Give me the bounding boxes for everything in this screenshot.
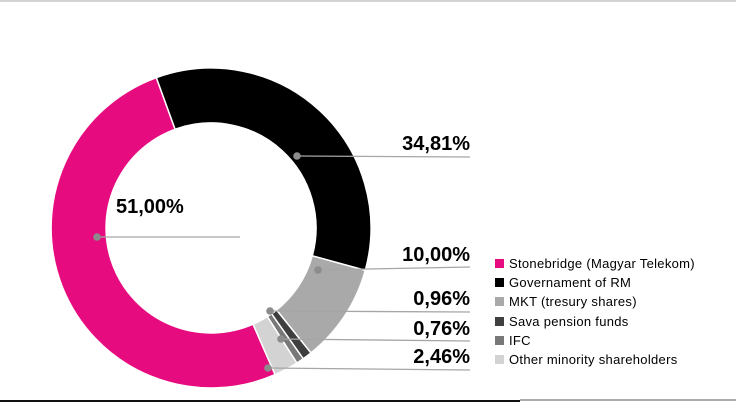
- leader-line-3: [269, 310, 471, 313]
- legend-label-ifc: IFC: [509, 332, 531, 348]
- leader-dot-5: [264, 364, 272, 372]
- data-label-stonebridge: 51,00%: [116, 196, 184, 218]
- legend-swatch-other: [495, 355, 504, 365]
- leader-lines: [93, 152, 471, 372]
- leader-dot-0: [93, 233, 101, 241]
- bottom-border-right: [520, 399, 736, 401]
- legend-item-governament: Governament of RM: [495, 273, 695, 292]
- legend-label-mkt: MKT (tresury shares): [509, 294, 637, 310]
- legend-item-sava: Sava pension funds: [495, 312, 695, 331]
- legend-swatch-ifc: [495, 335, 504, 345]
- data-label-other: 2,46%: [413, 346, 470, 368]
- legend-swatch-stonebridge: [495, 259, 504, 269]
- legend-label-governament: Governament of RM: [509, 275, 632, 291]
- leader-line-4: [280, 338, 471, 342]
- legend-label-sava: Sava pension funds: [509, 313, 629, 329]
- legend-item-mkt: MKT (tresury shares): [495, 292, 695, 311]
- data-label-governament: 34,81%: [402, 133, 470, 155]
- leader-dot-4: [277, 335, 285, 343]
- leader-dot-2: [314, 266, 322, 274]
- data-label-mkt: 10,00%: [402, 244, 470, 266]
- legend-item-stonebridge: Stonebridge (Magyar Telekom): [495, 254, 695, 273]
- donut-slices: [50, 67, 372, 389]
- slice-stonebridge-magyar-telekom: [50, 76, 276, 389]
- slice-governament-of-rm: [155, 67, 372, 272]
- legend-label-stonebridge: Stonebridge (Magyar Telekom): [509, 256, 695, 272]
- slice-other-minority-shareholders: [252, 315, 298, 376]
- legend-swatch-governament: [495, 278, 504, 288]
- bottom-border-left: [0, 400, 520, 402]
- legend: Stonebridge (Magyar Telekom) Governament…: [495, 254, 695, 369]
- top-border-line: [0, 0, 736, 2]
- leader-line-5: [267, 367, 471, 371]
- leader-line-2: [317, 266, 471, 271]
- leader-line-1: [296, 155, 471, 158]
- data-label-sava: 0,96%: [413, 288, 470, 310]
- legend-label-other: Other minority shareholders: [509, 352, 678, 368]
- leader-dot-3: [266, 307, 274, 315]
- data-label-ifc: 0,76%: [413, 318, 470, 340]
- legend-swatch-mkt: [495, 297, 504, 307]
- legend-item-other: Other minority shareholders: [495, 350, 695, 369]
- legend-item-ifc: IFC: [495, 331, 695, 350]
- leader-dot-1: [293, 152, 301, 160]
- legend-swatch-sava: [495, 316, 504, 326]
